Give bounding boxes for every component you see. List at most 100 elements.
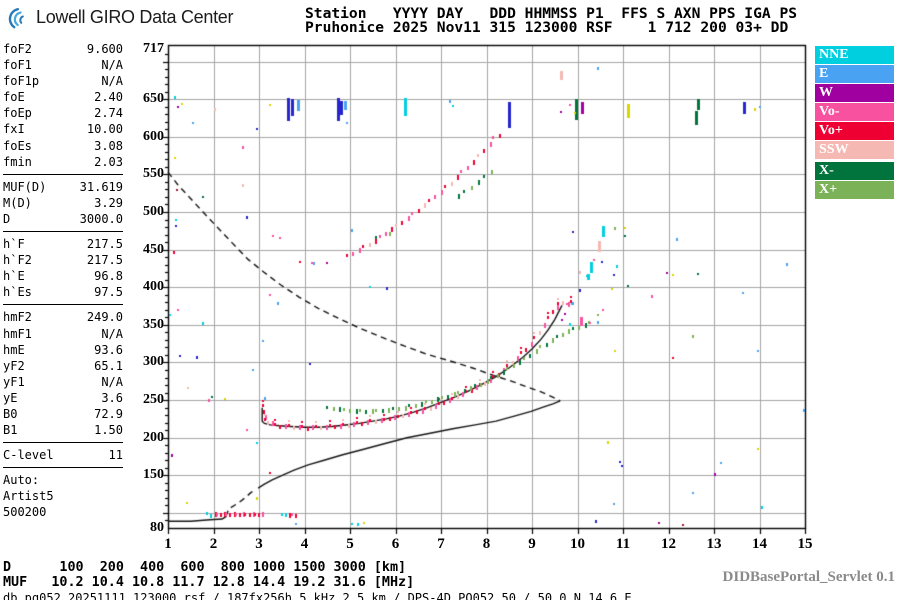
auto-info-line: Auto:: [3, 473, 40, 488]
y-axis-tick-label: 350: [143, 316, 164, 332]
param-label: foEp: [3, 106, 32, 121]
param-row: fxI 10.00: [3, 121, 124, 137]
x-axis-tick-label: 15: [797, 536, 813, 552]
param-value: 97.5: [94, 285, 123, 300]
legend-item-vo: Vo-: [815, 103, 894, 121]
auto-info-line: 500200: [3, 505, 47, 520]
x-axis-tick-label: 5: [346, 536, 354, 552]
x-axis-tick-label: 1: [164, 536, 172, 552]
param-label: B0: [3, 406, 18, 421]
brand-title: Lowell GIRO Data Center: [36, 6, 234, 27]
param-label: fxI: [3, 122, 25, 137]
servlet-version-label: DIDBasePortal_Servlet 0.1: [722, 569, 895, 585]
param-row: C-level 11: [3, 447, 124, 463]
param-value: 2.03: [94, 154, 123, 169]
param-label: hmF2: [3, 310, 32, 325]
param-row: hmE 93.6: [3, 342, 124, 358]
param-row: foEp 2.74: [3, 105, 124, 121]
param-label: h`F2: [3, 253, 32, 268]
y-axis-tick-label: 150: [143, 467, 164, 483]
x-axis-tick-label: 8: [482, 536, 491, 552]
param-row: hmF2 249.0: [3, 309, 124, 325]
param-row: h`E 96.8: [3, 268, 124, 284]
file-info-line: db pq052 20251111 123000.rsf / 187fx256h…: [3, 591, 632, 600]
y-axis-tick-label: 550: [143, 166, 164, 182]
param-row: foF2 9.600: [3, 41, 124, 57]
direction-legend: NNE E W Vo- Vo+ SSW X- X+: [815, 46, 894, 200]
param-value: N/A: [101, 74, 123, 89]
ionogram-plot-area: [160, 41, 820, 541]
legend-item-x: X+: [815, 181, 894, 199]
autoscaling-info: Auto: Artist5 500200: [3, 472, 124, 520]
param-row: yE 3.6: [3, 390, 124, 406]
param-label: D: [3, 211, 11, 226]
x-axis-tick-label: 3: [255, 536, 263, 552]
param-row: yF2 65.1: [3, 358, 124, 374]
param-label: foE: [3, 90, 25, 105]
legend-item-x: X-: [815, 162, 894, 180]
legend-item-nne: NNE: [815, 46, 894, 64]
header-line-2: Pruhonice 2025 Nov11 315 123000 RSF 1 71…: [305, 19, 789, 36]
param-row: h`Es 97.5: [3, 284, 124, 300]
x-axis-tick-label: 2: [209, 536, 218, 552]
param-value: 10.00: [86, 122, 123, 137]
param-label: C-level: [3, 448, 54, 463]
x-axis-tick-label: 7: [437, 536, 445, 552]
x-axis-tick-label: 6: [391, 536, 400, 552]
parameter-panel: foF2 9.600 foF1 N/A foF1p N/A foE 2.40 foEp 2.74 f…: [3, 41, 124, 521]
x-axis-tick-label: 12: [661, 536, 676, 552]
param-label: hmE: [3, 342, 25, 357]
param-label: foF2: [3, 42, 32, 56]
param-value: 9.600: [86, 42, 123, 56]
y-axis-tick-label: 300: [143, 354, 164, 370]
param-row: hmF1 N/A: [3, 326, 124, 342]
legend-item-vo: Vo+: [815, 122, 894, 140]
param-label: M(D): [3, 195, 32, 210]
brand: Lowell GIRO Data Center: [8, 5, 233, 29]
auto-info-line: Artist5: [3, 489, 54, 504]
param-value: 11: [108, 448, 123, 463]
param-label: MUF(D): [3, 179, 47, 194]
param-label: yE: [3, 390, 18, 405]
param-row: yF1 N/A: [3, 374, 124, 390]
param-row: D 3000.0: [3, 211, 124, 227]
param-value: 3.29: [94, 195, 123, 210]
giro-logo-icon: [8, 7, 24, 29]
y-axis-tick-label: 400: [143, 279, 164, 295]
x-axis-tick-label: 10: [570, 536, 585, 552]
param-row: B1 1.50: [3, 422, 124, 438]
param-row: foF1 N/A: [3, 57, 124, 73]
param-value: 2.40: [94, 90, 123, 105]
param-value: 249.0: [86, 310, 123, 325]
param-label: foEs: [3, 138, 32, 153]
ionogram-canvas: [160, 41, 820, 541]
y-axis-tick-label: 717: [143, 40, 164, 56]
x-axis-tick-label: 13: [706, 536, 722, 552]
legend-item-ssw: SSW: [815, 141, 894, 159]
y-axis-tick-label: 250: [143, 392, 164, 408]
param-label: yF1: [3, 374, 25, 389]
legend-item-w: W: [815, 84, 894, 102]
muf-table-d-row: D 100 200 400 600 800 1000 1500 3000 [km…: [3, 560, 407, 575]
x-axis-tick-label: 9: [528, 536, 536, 552]
param-row: foE 2.40: [3, 89, 124, 105]
param-value: 72.9: [94, 406, 123, 421]
panel-separator: [3, 467, 123, 469]
param-value: 2.74: [94, 106, 123, 121]
param-label: fmin: [3, 154, 32, 169]
panel-separator: [3, 304, 123, 306]
param-value: 217.5: [86, 253, 123, 268]
y-axis-tick-label: 200: [143, 429, 164, 445]
param-label: hmF1: [3, 326, 32, 341]
panel-separator: [3, 173, 123, 175]
param-value: 31.619: [79, 179, 123, 194]
y-axis-tick-label: 650: [143, 91, 164, 107]
muf-table-muf-row: MUF 10.2 10.4 10.8 11.7 12.8 14.4 19.2 3…: [3, 575, 415, 590]
param-row: h`F 217.5: [3, 236, 124, 252]
x-axis-tick-label: 4: [300, 536, 309, 552]
param-label: h`E: [3, 269, 25, 284]
x-axis-tick-label: 11: [615, 536, 631, 552]
param-row: foEs 3.08: [3, 138, 124, 154]
y-axis-tick-label: 500: [143, 204, 164, 220]
param-row: foF1p N/A: [3, 73, 124, 89]
